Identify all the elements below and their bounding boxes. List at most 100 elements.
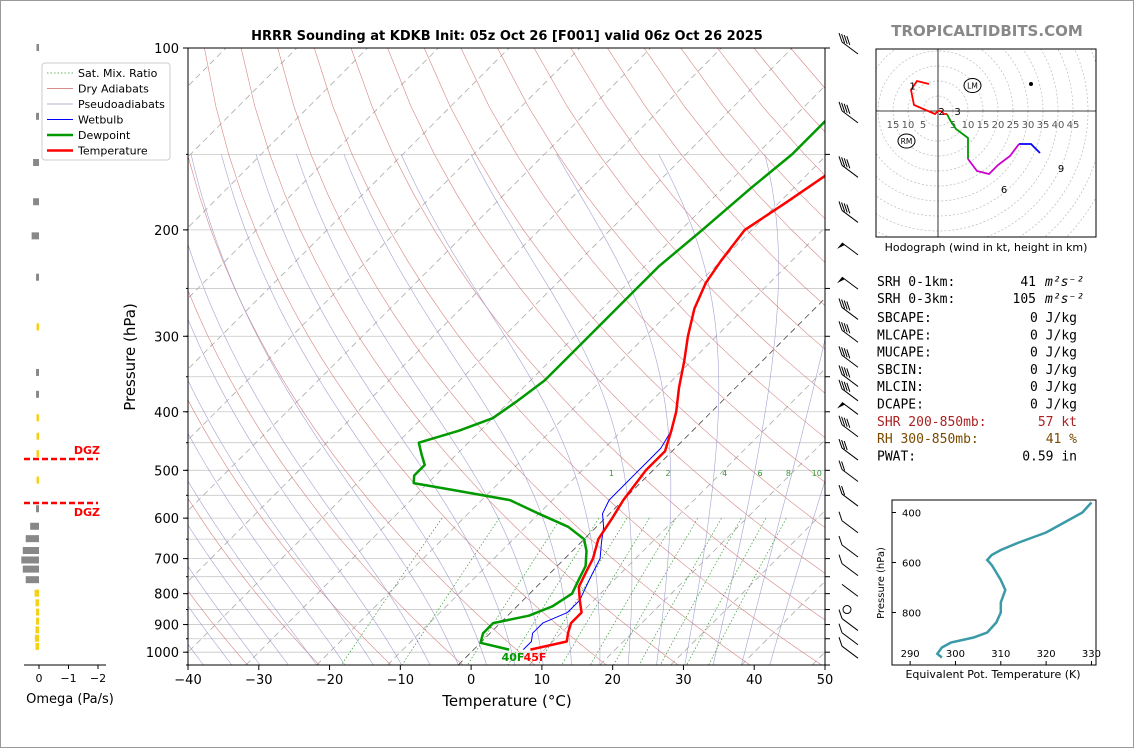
barb-flag — [841, 366, 846, 376]
mixing-ratio-label: 36 — [964, 469, 974, 478]
hodograph-ring-label: 5 — [920, 120, 926, 131]
omega-bar — [36, 368, 39, 376]
wind-barb — [838, 511, 859, 534]
index-label: MUCAPE: — [877, 346, 932, 361]
pseudoadiabat — [188, 379, 374, 665]
isotherm — [670, 510, 825, 665]
srh-0-3-value: 105 — [1013, 292, 1036, 307]
x-tick-label: 10 — [534, 673, 551, 688]
hodograph-segment — [938, 110, 947, 115]
omega-bar — [36, 323, 39, 331]
mixing-ratio-line — [659, 518, 742, 665]
dry-adiabat — [188, 289, 464, 665]
mixing-ratio-label: 8 — [786, 469, 791, 478]
pseudoadiabat — [188, 480, 318, 665]
surface-dewpoint-label: 40F — [502, 651, 525, 664]
barb-flag — [841, 380, 846, 390]
isotherm — [458, 297, 825, 665]
legend-entry: Temperature — [77, 145, 148, 158]
skewt-x-label: Temperature (°C) — [441, 692, 571, 710]
srh-0-3-label: SRH 0-3km: — [877, 292, 955, 307]
index-value: 57 kt — [1038, 415, 1077, 430]
dry-adiabat — [607, 48, 825, 307]
omega-tick-label: 0 — [36, 672, 43, 685]
barb-flag — [846, 349, 851, 359]
pseudoadiabat — [741, 337, 825, 665]
index-label: SBCIN: — [877, 363, 924, 378]
barb-flag — [838, 365, 843, 375]
storm-motion-marker — [963, 78, 982, 93]
hodograph-height-label: 2 — [938, 107, 944, 118]
omega-bar — [36, 450, 39, 458]
pseudoadiabat — [255, 154, 516, 665]
mixing-ratio-line — [537, 518, 628, 665]
index-value: 41 % — [1046, 432, 1077, 447]
sounding-indices: SRH 0-1km: 41 m²s⁻² SRH 0-3km: 105 m²s⁻² SBCAP… — [877, 275, 1084, 464]
mixing-ratio-line — [613, 518, 699, 665]
barb-flag — [841, 439, 846, 450]
skewt-plot-frame — [187, 47, 826, 666]
dry-adiabat — [314, 48, 822, 665]
pseudoadiabat — [188, 605, 233, 665]
barb-flag — [838, 460, 843, 470]
omega-bar — [25, 576, 39, 584]
hodograph-ring-label: 10 — [962, 120, 975, 131]
barb-flag — [841, 461, 846, 471]
barb-staff — [841, 583, 859, 597]
y-tick-label: 700 — [154, 553, 179, 568]
barb-staff — [841, 632, 859, 646]
theta-e-x-tick-label: 290 — [901, 649, 920, 660]
barb-flag — [838, 321, 843, 331]
barb-staff — [841, 520, 859, 534]
hodograph-height-label: 6 — [1001, 185, 1007, 196]
y-tick-label: 400 — [154, 406, 179, 421]
skewt-axes: −40 −30 −20 −10 0 10 20 30 40 50 100 200 300 400 500 60… — [146, 42, 833, 688]
barb-flag — [841, 202, 846, 212]
wind-barb — [841, 583, 859, 597]
x-tick-label: 0 — [467, 673, 475, 688]
hodograph-ring-label: 10 — [902, 120, 915, 131]
mixing-ratio-line — [708, 518, 787, 665]
mixing-ratio-label: 20 — [893, 469, 903, 478]
barb-flag — [838, 623, 843, 633]
barb-staff — [841, 41, 859, 55]
x-tick-label: −10 — [387, 673, 414, 688]
omega-bar — [22, 565, 39, 573]
barb-flag — [843, 417, 848, 427]
hodograph-segment — [910, 79, 939, 116]
barb-staff — [841, 329, 859, 343]
hodograph-ring-label: 15 — [977, 120, 990, 131]
wind-barb — [837, 276, 859, 290]
y-tick-label: 200 — [154, 224, 179, 239]
index-label: MLCIN: — [877, 380, 924, 395]
srh-0-1-value: 41 — [1020, 275, 1036, 290]
barb-staff — [841, 110, 859, 124]
mixing-ratio-label: 30 — [943, 469, 953, 478]
profile-dewpoint — [412, 119, 825, 651]
barb-flag — [846, 204, 851, 214]
barb-flag — [838, 156, 843, 166]
barb-staff — [841, 354, 859, 368]
barb-flag — [846, 159, 851, 169]
pseudoadiabat — [400, 154, 601, 665]
chart-title: HRRR Sounding at KDKB Init: 05z Oct 26 [… — [251, 29, 763, 44]
isotherm — [811, 651, 825, 665]
omega-bar — [35, 599, 39, 607]
wind-barb — [838, 298, 859, 320]
wind-barb — [838, 637, 859, 659]
wind-barb — [838, 535, 859, 558]
omega-bar — [30, 522, 39, 530]
brand-watermark: TROPICALTIDBITS.COM — [891, 22, 1083, 40]
barb-flag — [838, 637, 843, 647]
barb-flag — [843, 367, 848, 377]
theta-e-x-label: Equivalent Pot. Temperature (K) — [905, 668, 1080, 681]
hodograph-ring-label: 30 — [1022, 120, 1035, 131]
hodograph-ring-label: 35 — [1037, 120, 1050, 131]
y-tick-label: 800 — [154, 588, 179, 603]
legend-entry: Sat. Mix. Ratio — [78, 67, 158, 80]
dry-adiabat — [188, 399, 392, 665]
isotherm — [188, 48, 793, 653]
barb-flag — [838, 554, 843, 564]
mixing-ratio-label: 6 — [758, 469, 763, 478]
mixing-ratio-line — [638, 518, 722, 665]
